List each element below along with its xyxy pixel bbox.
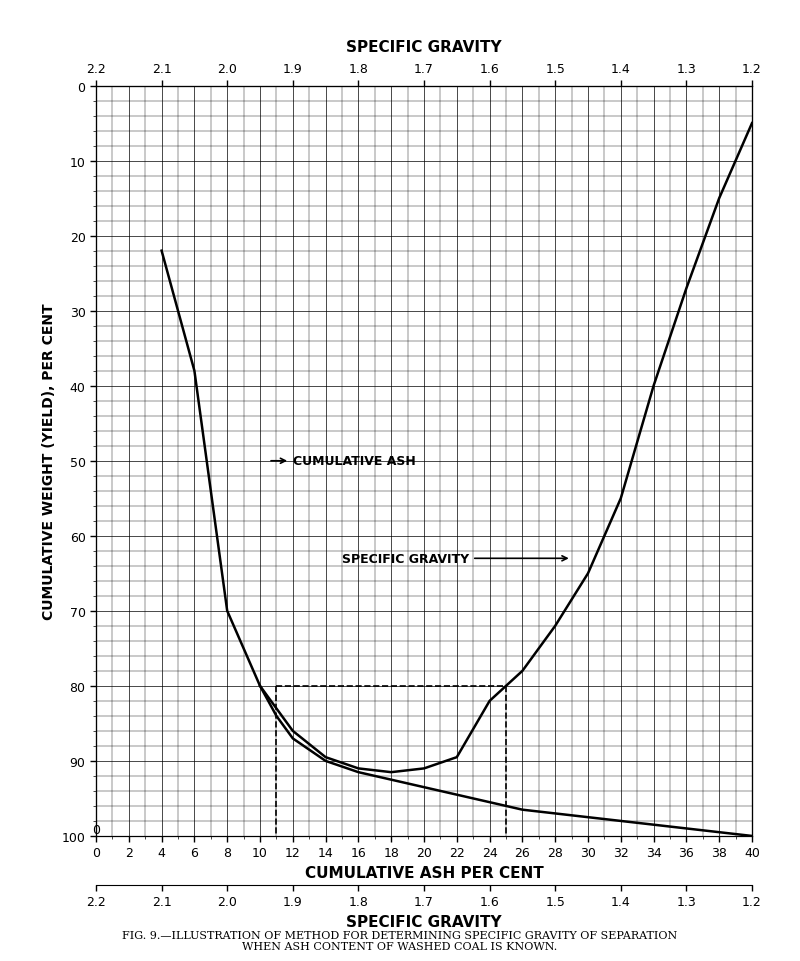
X-axis label: SPECIFIC GRAVITY: SPECIFIC GRAVITY [346,40,502,55]
Y-axis label: CUMULATIVE WEIGHT (YIELD), PER CENT: CUMULATIVE WEIGHT (YIELD), PER CENT [42,303,56,620]
Text: CUMULATIVE ASH: CUMULATIVE ASH [271,455,415,468]
X-axis label: SPECIFIC GRAVITY: SPECIFIC GRAVITY [346,914,502,928]
Text: 0: 0 [92,823,100,836]
Text: FIG. 9.—ILLUSTRATION OF METHOD FOR DETERMINING SPECIFIC GRAVITY OF SEPARATION
WH: FIG. 9.—ILLUSTRATION OF METHOD FOR DETER… [122,930,678,951]
X-axis label: CUMULATIVE ASH PER CENT: CUMULATIVE ASH PER CENT [305,865,543,880]
Text: SPECIFIC GRAVITY: SPECIFIC GRAVITY [342,553,567,565]
